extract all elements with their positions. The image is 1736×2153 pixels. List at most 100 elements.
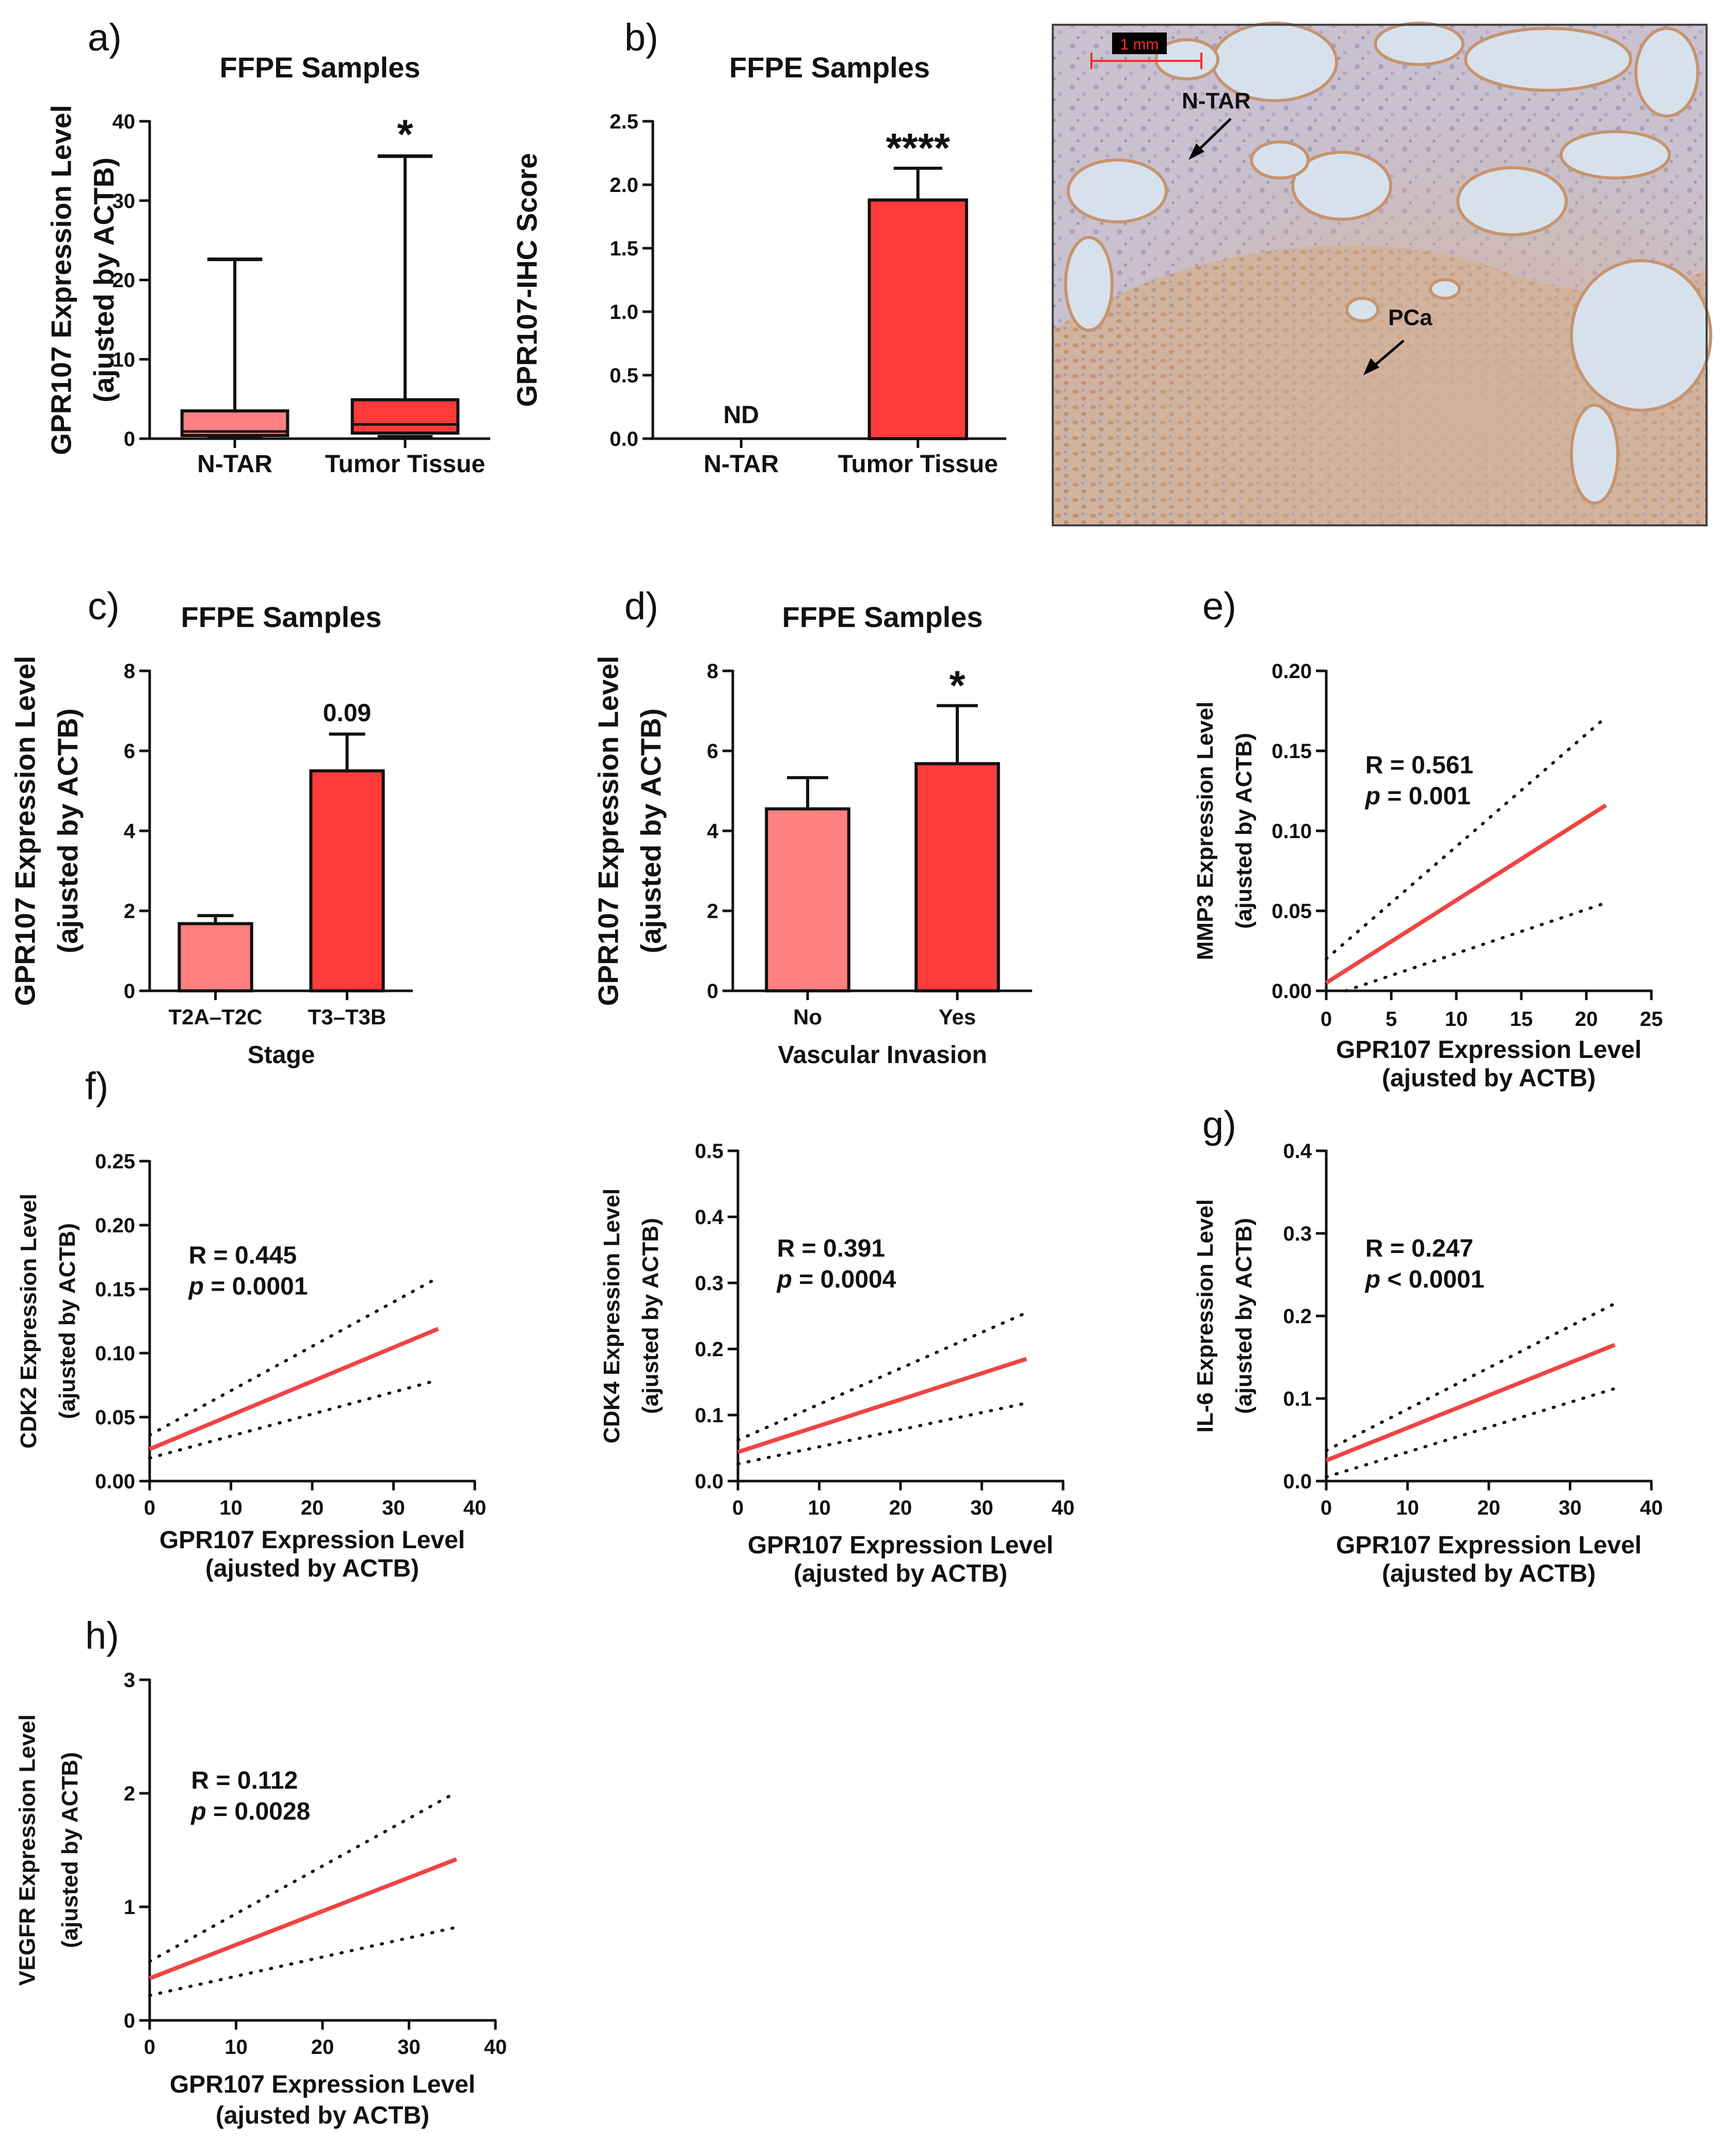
y-tick-label: 0.2 [1283, 1305, 1312, 1328]
regression-line [149, 1327, 439, 1451]
ci-upper-line [1325, 1302, 1617, 1452]
y-tick-label: 0.05 [1272, 900, 1312, 923]
panel-label-h: h) [85, 1614, 119, 1657]
box [350, 398, 460, 435]
chart-h: 0 1 2 3 VEGFR Expression Level (ajusted by AC… [15, 1669, 507, 2129]
bar [178, 922, 253, 993]
panel-label-a: a) [88, 16, 122, 59]
y-tick-label: 0.0 [695, 1470, 724, 1493]
y-tick-label: 0.20 [1272, 660, 1312, 683]
chart-title: FFPE Samples [181, 601, 381, 633]
regression-line [737, 1357, 1027, 1454]
y-axis-label: GPR107 Expression Level [592, 656, 624, 1006]
y-tick-label: 0 [124, 980, 135, 1003]
ci-upper-line [736, 1311, 1028, 1442]
y-tick-label: 0.15 [1272, 740, 1312, 763]
x-tick-label: 10 [808, 1497, 831, 1519]
panel-label-e: e) [1202, 585, 1236, 628]
bar [309, 769, 385, 992]
y-tick-label: 1 [124, 1896, 135, 1919]
correlation-r: R = 0.112 [191, 1767, 298, 1794]
ci-lower-line [148, 1378, 440, 1460]
y-axis-label: (ajusted by ACTB) [55, 1223, 80, 1419]
x-tick-label: 10 [1445, 1008, 1468, 1031]
p-value-text: = 0.0028 [206, 1798, 311, 1825]
y-tick-label: 4 [707, 820, 719, 843]
y-tick-label: 0.05 [95, 1406, 135, 1429]
regression-line [1325, 804, 1607, 985]
ci-upper-line [148, 1276, 440, 1437]
y-axis-label: (ajusted by ACTB) [52, 709, 84, 954]
y-axis-label: GPR107 Expression Level [45, 105, 77, 455]
x-tick-label: 30 [397, 2036, 421, 2059]
correlation-r: R = 0.561 [1365, 751, 1473, 779]
chart-g: 0.0 0.1 0.2 0.3 0.4 IL-6 Expression Level (aju… [1193, 1140, 1663, 1587]
y-tick-label: 0.1 [695, 1404, 724, 1427]
x-tick-label: 10 [1396, 1497, 1419, 1519]
ci-lower-line [1325, 1387, 1617, 1479]
chart-d: FFPE Samples 0 2 4 6 8 GPR107 Expression Level… [592, 601, 1032, 1069]
p-value: p = 0.0001 [188, 1273, 308, 1300]
category-label: Yes [939, 1005, 976, 1029]
x-tick-label: 0 [1321, 1008, 1332, 1031]
chart-c: FFPE Samples 0 2 4 6 8 GPR107 Expression Level… [9, 601, 413, 1069]
x-tick-label: 20 [889, 1497, 912, 1519]
y-tick-label: 0.3 [695, 1272, 724, 1295]
category-label: No [793, 1005, 822, 1029]
p-symbol: p [190, 1798, 206, 1825]
y-tick-label: 0.0 [1283, 1470, 1312, 1493]
y-tick-label: 2 [124, 900, 135, 923]
histology-frame [1052, 24, 1708, 526]
y-tick-label: 2.0 [609, 174, 638, 197]
annotation-label: 0.09 [323, 699, 371, 727]
y-axis-label: GPR107 Expression Level [9, 656, 41, 1006]
x-axis-label: Stage [248, 1041, 315, 1069]
y-axis-label: (ajusted by ACTB) [1231, 1218, 1257, 1414]
category-label: Tumor Tissue [838, 451, 998, 478]
y-axis-label: VEGFR Expression Level [15, 1714, 40, 1986]
y-tick-label: 6 [124, 740, 135, 763]
chart-b: FFPE Samples 0.0 0.5 1.0 1.5 2.0 2.5 GPR107-IHC… [511, 51, 1006, 478]
bar [867, 198, 968, 440]
correlation-r: R = 0.445 [189, 1242, 297, 1269]
y-tick-label: 2 [124, 1782, 135, 1805]
y-tick-label: 0.00 [95, 1470, 135, 1493]
y-tick-label: 0.0 [609, 428, 638, 451]
x-tick-label: 0 [144, 1497, 155, 1519]
bar [765, 807, 850, 992]
x-axis-label: GPR107 Expression Level [1336, 1532, 1642, 1559]
significance-label: * [397, 111, 413, 157]
y-tick-label: 30 [112, 190, 136, 213]
chart-f2-cdk4: 0.0 0.1 0.2 0.3 0.4 0.5 CDK4 Expression Level (… [599, 1140, 1074, 1587]
y-tick-label: 40 [112, 110, 136, 133]
x-tick-label: 5 [1386, 1008, 1397, 1031]
x-tick-label: 20 [311, 2036, 334, 2059]
y-tick-label: 0.5 [695, 1140, 724, 1163]
y-tick-label: 6 [707, 740, 718, 763]
x-axis-label: GPR107 Expression Level [1336, 1036, 1642, 1064]
y-tick-label: 0.10 [95, 1342, 135, 1365]
y-tick-label: 0 [124, 2010, 135, 2032]
ci-upper-line [148, 1790, 458, 1963]
y-tick-label: 4 [124, 820, 136, 843]
chart-a: FFPE Samples 0 10 20 30 40 GPR107 Expression L… [45, 51, 490, 478]
panel-label-c: c) [88, 585, 120, 628]
pca-label: PCa [1388, 305, 1433, 330]
p-symbol: p [776, 1266, 792, 1293]
x-axis-label: (ajusted by ACTB) [1382, 1065, 1596, 1092]
panel-label-f: f) [85, 1065, 108, 1107]
y-tick-label: 3 [124, 1669, 135, 1692]
x-tick-label: 0 [144, 2036, 155, 2059]
y-axis-label: (ajusted by ACTB) [1231, 733, 1257, 929]
p-symbol: p [1364, 782, 1380, 810]
x-axis-label: (ajusted by ACTB) [205, 1555, 419, 1582]
ci-upper-line [1325, 715, 1608, 960]
y-tick-label: 0.4 [1283, 1140, 1312, 1163]
y-axis-label: CDK4 Expression Level [599, 1188, 624, 1443]
y-tick-label: 8 [707, 660, 718, 683]
y-axis-label: MMP3 Expression Level [1193, 701, 1218, 960]
gland-lumens [1064, 22, 1712, 505]
ntar-arrow [1188, 118, 1232, 160]
pca-arrow [1363, 340, 1405, 375]
y-axis-label: CDK2 Expression Level [16, 1194, 41, 1449]
